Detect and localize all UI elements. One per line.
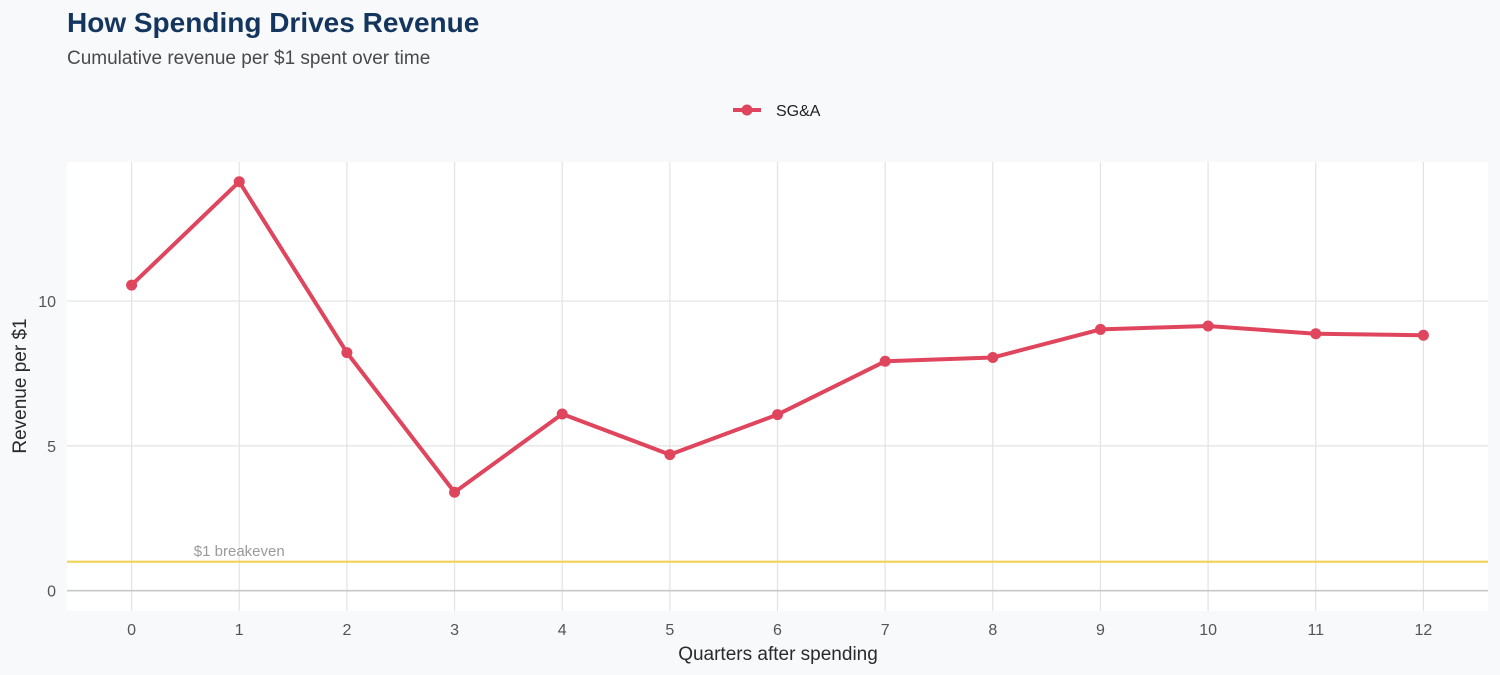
data-point-8 bbox=[987, 352, 999, 364]
data-point-11 bbox=[1310, 328, 1322, 340]
data-point-6 bbox=[772, 409, 783, 421]
data-point-10 bbox=[1202, 320, 1214, 332]
breakeven-label: $1 breakeven bbox=[194, 543, 285, 560]
chart-subtitle: Cumulative revenue per $1 spent over tim… bbox=[67, 48, 430, 69]
data-point-9 bbox=[1094, 323, 1106, 335]
legend-marker-sgna bbox=[741, 104, 753, 116]
y-tick-label-1: 5 bbox=[47, 439, 56, 456]
legend-label-sgna: SG&A bbox=[776, 103, 821, 120]
data-point-0 bbox=[126, 279, 138, 291]
x-tick-label-6: 6 bbox=[773, 622, 782, 639]
x-axis-title: Quarters after spending bbox=[678, 644, 878, 665]
y-tick-label-2: 10 bbox=[38, 294, 56, 311]
legend: SG&A bbox=[733, 103, 821, 120]
grid-layer bbox=[67, 162, 1488, 611]
x-tick-label-0: 0 bbox=[127, 622, 136, 639]
x-tick-label-1: 1 bbox=[235, 622, 244, 639]
data-point-5 bbox=[664, 449, 676, 461]
x-tick-label-2: 2 bbox=[342, 622, 351, 639]
x-tick-label-3: 3 bbox=[450, 622, 459, 639]
x-tick-label-12: 12 bbox=[1415, 622, 1433, 639]
data-point-1 bbox=[233, 176, 245, 188]
data-point-4 bbox=[556, 408, 568, 420]
x-tick-label-8: 8 bbox=[988, 622, 997, 639]
y-axis-ticks: 0 5 10 bbox=[38, 294, 56, 601]
reference-line-layer: $1 breakeven bbox=[67, 543, 1488, 563]
data-point-7 bbox=[879, 355, 891, 367]
x-tick-label-4: 4 bbox=[558, 622, 567, 639]
y-tick-label-0: 0 bbox=[47, 584, 56, 601]
data-point-12 bbox=[1417, 329, 1429, 341]
x-tick-label-7: 7 bbox=[881, 622, 890, 639]
x-axis-ticks: 0 1 2 3 4 5 6 7 8 9 10 11 12 bbox=[127, 622, 1432, 639]
x-tick-label-9: 9 bbox=[1096, 622, 1105, 639]
data-point-3 bbox=[449, 486, 461, 498]
chart-title: How Spending Drives Revenue bbox=[67, 7, 479, 38]
y-axis-title: Revenue per $1 bbox=[10, 318, 31, 453]
series-layer bbox=[126, 176, 1429, 498]
x-tick-label-11: 11 bbox=[1307, 622, 1324, 639]
x-tick-label-5: 5 bbox=[665, 622, 674, 639]
x-tick-label-10: 10 bbox=[1199, 622, 1217, 639]
data-point-2 bbox=[341, 347, 353, 359]
